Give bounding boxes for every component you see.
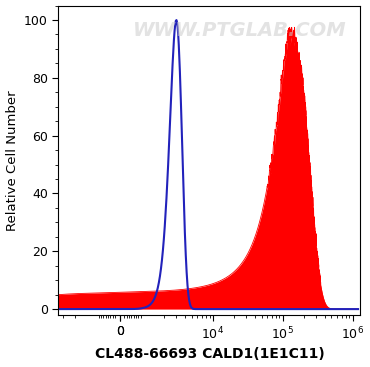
- X-axis label: CL488-66693 CALD1(1E1C11): CL488-66693 CALD1(1E1C11): [95, 348, 324, 361]
- Y-axis label: Relative Cell Number: Relative Cell Number: [6, 90, 18, 230]
- Text: WWW.PTGLAB.COM: WWW.PTGLAB.COM: [133, 21, 346, 40]
